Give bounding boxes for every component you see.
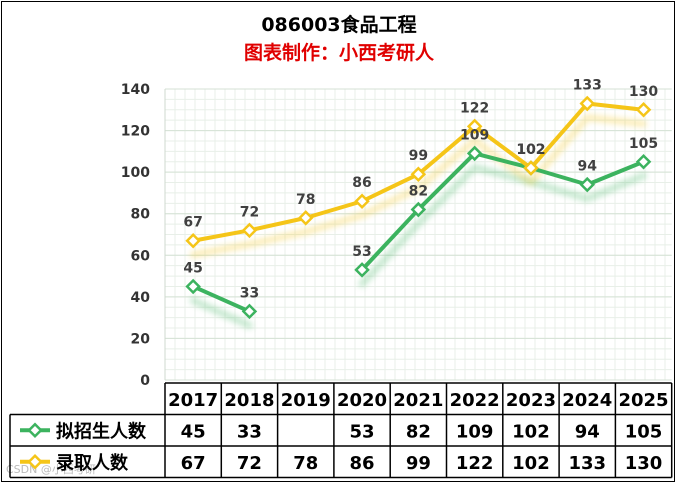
data-point: [635, 153, 652, 170]
data-point: [354, 262, 370, 278]
data-label: 67: [183, 215, 202, 231]
table-cell: 72: [237, 453, 262, 474]
data-point: [466, 118, 483, 135]
data-point: [410, 201, 427, 218]
y-tick-label: 0: [140, 373, 150, 389]
data-point: [579, 95, 596, 112]
data-label: 105: [629, 136, 658, 152]
x-tick-label: 2019: [281, 390, 331, 411]
table-cell: 102: [512, 421, 550, 442]
data-label: 133: [573, 78, 602, 94]
data-label: 94: [578, 159, 598, 175]
table-cell: 67: [181, 453, 206, 474]
legend-label: 录取人数: [56, 452, 129, 474]
chart-subtitle: 图表制作：小西考研人: [243, 42, 434, 64]
data-label: 53: [352, 244, 371, 260]
table-cell: 130: [625, 453, 663, 474]
series-shadow-2: [189, 114, 648, 259]
table-cell: 102: [512, 453, 550, 474]
y-axis: 0 20 40 60 80 100 120 140: [121, 82, 150, 389]
data-label: 82: [409, 184, 428, 200]
y-tick-label: 120: [121, 124, 150, 140]
y-tick-label: 100: [121, 165, 150, 181]
data-point: [241, 303, 258, 320]
x-tick-label: 2020: [337, 390, 387, 411]
y-tick-label: 80: [131, 207, 151, 223]
chart-title: 086003食品工程: [261, 14, 417, 36]
data-label: 99: [409, 148, 428, 164]
y-tick-label: 140: [121, 82, 150, 98]
x-tick-label: 2017: [168, 390, 218, 411]
x-tick-label: 2023: [506, 390, 556, 411]
series-shadows: [189, 114, 648, 329]
y-tick-label: 20: [131, 331, 151, 347]
data-label: 78: [296, 192, 315, 208]
table-cell: 82: [406, 421, 431, 442]
legend-label: 拟招生人数: [56, 420, 147, 442]
data-label: 45: [183, 260, 202, 276]
data-label: 33: [240, 285, 259, 301]
data-label: 102: [516, 142, 545, 158]
data-point: [185, 278, 201, 295]
table-cell: 86: [350, 453, 375, 474]
data-label: 130: [629, 84, 658, 100]
table-cell: 33: [237, 421, 262, 442]
data-label: 72: [240, 204, 259, 220]
x-tick-label: 2018: [224, 390, 274, 411]
data-point: [241, 222, 258, 239]
data-point: [466, 145, 483, 162]
table-cell: 78: [293, 453, 318, 474]
data-point: [635, 102, 652, 118]
x-tick-label: 2021: [393, 390, 443, 411]
watermark: CSDN @小西考研: [6, 463, 96, 476]
table-cell: 109: [456, 421, 494, 442]
data-label: 102: [516, 142, 545, 158]
x-tick-label: 2024: [562, 390, 612, 411]
table-cell: 45: [181, 421, 206, 442]
data-label: 86: [352, 175, 371, 191]
data-point: [354, 193, 370, 210]
table-cell: 94: [575, 421, 600, 442]
legend-key-marker: [27, 453, 43, 470]
y-tick-label: 40: [131, 290, 151, 306]
table-cell: 133: [568, 453, 606, 474]
data-label: 122: [460, 100, 489, 116]
table-cell: 53: [350, 421, 375, 442]
series-points: [185, 95, 652, 320]
x-tick-label: 2025: [618, 390, 668, 411]
data-label: 109: [460, 127, 489, 143]
data-point: [579, 176, 596, 193]
data-point: [410, 166, 427, 182]
y-tick-label: 60: [131, 248, 151, 264]
series-line-1: [191, 151, 646, 314]
x-tick-label: 2022: [450, 390, 500, 411]
data-point: [297, 210, 314, 226]
data-point: [523, 160, 539, 176]
data-table: 2017 2018 2019 2020 2021 2022 2023 2024 2025 拟招生人…: [9, 382, 673, 479]
table-cell: 99: [406, 453, 431, 474]
grid: [164, 88, 672, 381]
table-cell: 122: [456, 453, 494, 474]
table-cell: 105: [625, 421, 663, 442]
data-point: [185, 232, 201, 249]
series-shadow-1: [189, 163, 648, 329]
legend-key-marker: [27, 422, 43, 439]
